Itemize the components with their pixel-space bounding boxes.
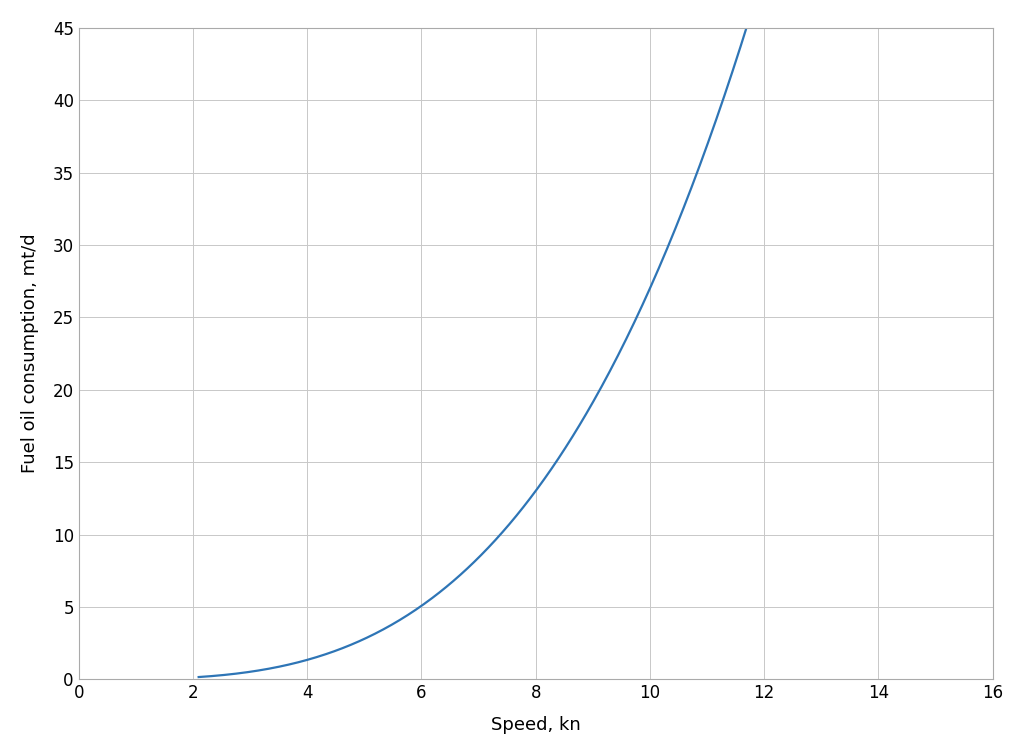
X-axis label: Speed, kn: Speed, kn bbox=[490, 716, 581, 734]
Y-axis label: Fuel oil consumption, mt/d: Fuel oil consumption, mt/d bbox=[20, 234, 39, 473]
